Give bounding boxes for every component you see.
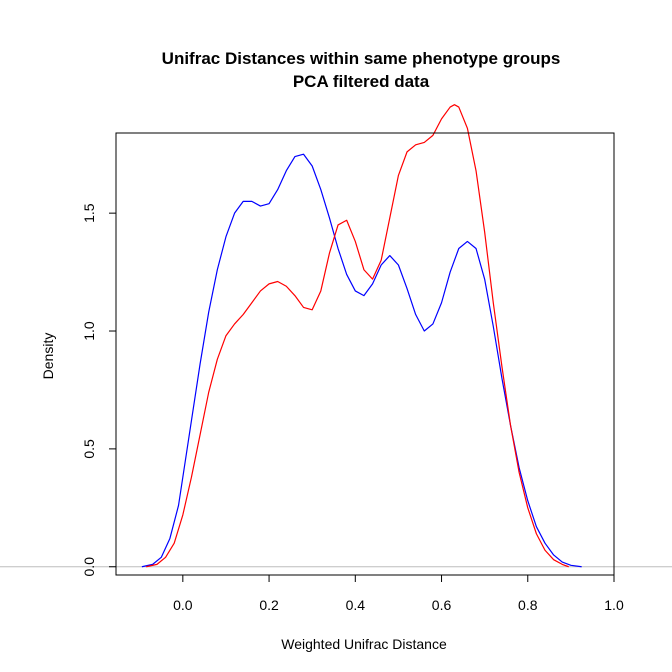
x-tick-label: 0.6 <box>432 597 452 613</box>
x-axis: 0.0 0.2 0.4 0.6 0.8 1.0 <box>173 574 624 613</box>
y-tick-label: 1.0 <box>81 321 97 341</box>
density-series-2 <box>146 104 569 568</box>
y-axis: 0.0 0.5 1.0 1.5 <box>81 203 117 577</box>
chart-subtitle: PCA filtered data <box>293 72 430 91</box>
x-axis-label: Weighted Unifrac Distance <box>281 636 447 652</box>
y-axis-label: Density <box>40 333 56 380</box>
x-tick-label: 0.8 <box>518 597 538 613</box>
density-series-1 <box>141 153 582 568</box>
y-tick-label: 0.0 <box>81 557 97 577</box>
y-tick-label: 1.5 <box>81 203 97 223</box>
series-layer <box>141 104 582 568</box>
plot-frame <box>115 132 615 576</box>
x-tick-label: 1.0 <box>604 597 624 613</box>
x-tick-label: 0.2 <box>259 597 279 613</box>
x-tick-label: 0.0 <box>173 597 193 613</box>
x-tick-label: 0.4 <box>346 597 366 613</box>
chart-title: Unifrac Distances within same phenotype … <box>162 49 561 68</box>
y-tick-label: 0.5 <box>81 439 97 459</box>
